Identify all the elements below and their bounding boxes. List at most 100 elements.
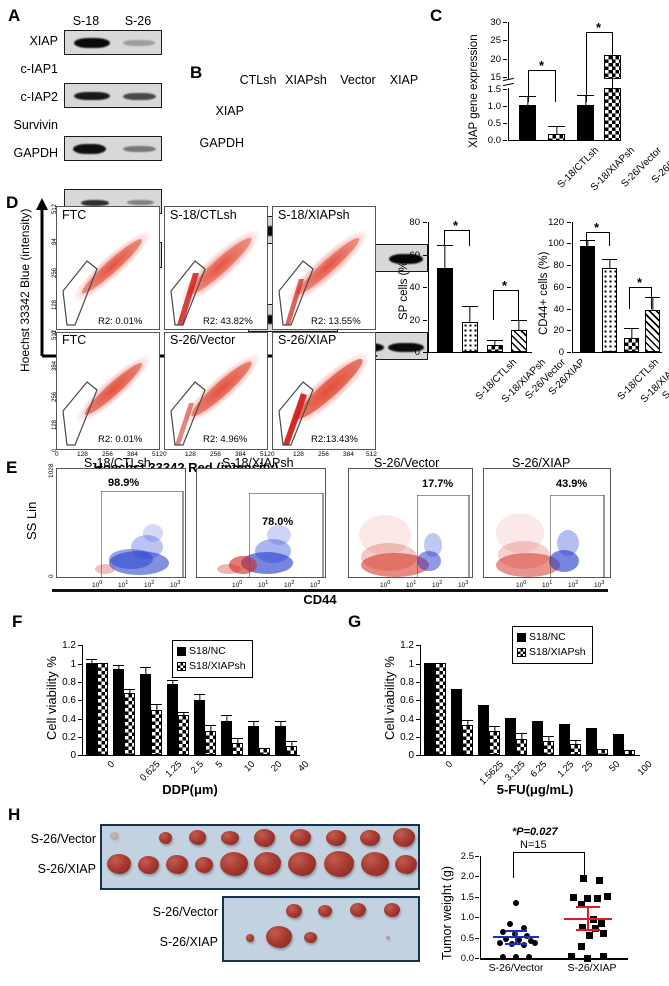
tumor [110, 832, 119, 840]
panelA-row-label-survivin: Survivin [13, 118, 58, 132]
panelD-flow-stat-0: R2: 0.01% [98, 316, 143, 327]
panelE-xtick: 102 [568, 580, 579, 590]
panelB-row-label-gapdh: GAPDH [199, 136, 244, 150]
panelD-flow-5 [272, 332, 376, 450]
panelF-bar-sh-1 [124, 693, 135, 755]
panelD-sp-tick [423, 287, 427, 288]
panelC-yaxis-lower [508, 88, 510, 141]
panelD-sp-err-1 [462, 306, 478, 324]
panelH-tick [475, 917, 479, 918]
panelH-plate-top-label-0: S-26/Vector [30, 832, 96, 846]
panelG-err [489, 726, 500, 734]
panelD-cd44-bar-1 [602, 268, 617, 352]
panelD-sp-ytick-2: 40 [409, 282, 420, 293]
panelG-bar-nc-5 [559, 724, 570, 755]
tumor [254, 852, 281, 875]
panelF-xlabel: DDP(μm) [162, 782, 218, 797]
panelF-tick [78, 737, 82, 738]
panelH-ytick-1: 0.5 [460, 933, 474, 944]
scatter-point [580, 875, 587, 882]
tumor [350, 903, 366, 917]
scatter-point [596, 877, 603, 884]
panelG-xtick-0: 0 [443, 759, 456, 771]
panel-letter-e: E [6, 458, 18, 477]
scatter-point [513, 954, 519, 960]
panelF-bar-nc-0 [86, 663, 97, 755]
panelF-bar-nc-5 [221, 721, 232, 755]
panelE-xtick: 100 [232, 580, 243, 590]
panelD-flow-4 [164, 332, 268, 450]
panelH-sem-vector [515, 930, 518, 944]
panelD-cd44-ytick-2: 40 [553, 304, 564, 315]
panelF-xtick-7: 40 [296, 759, 312, 775]
panelD-sp-tick [423, 352, 427, 353]
panelA-row-label-xiap: XIAP [29, 34, 59, 48]
panelF-bar-nc-4 [194, 700, 205, 755]
panelE-xtick: 103 [310, 580, 321, 590]
panelD-xtick: 256 [210, 451, 221, 458]
panelG-bar-nc-3 [505, 718, 516, 755]
panelG-bar-sh-6 [597, 749, 608, 755]
band [123, 40, 155, 46]
panelF-ytick-3: 0.6 [62, 695, 76, 706]
panelC-err-2 [577, 95, 594, 107]
panelD-cd44-xaxis [572, 352, 662, 354]
legend-swatch-solid-icon [177, 647, 186, 657]
panelG-legend-row-0: S18/NC [517, 630, 586, 645]
scatter-point [584, 895, 591, 902]
panelF-err [221, 715, 232, 723]
tumor [326, 830, 346, 846]
panelD-gate-0 [62, 260, 98, 326]
panelD-flow-2 [272, 206, 376, 330]
panelG-xlabel: 5-FU(μg/mL) [496, 782, 574, 797]
panelE-flow-title-2: S-26/Vector [374, 456, 440, 470]
panelD-cd44-star-2: * [637, 275, 643, 290]
panelG-bar-nc-1 [451, 689, 462, 755]
panelF-xtick-5: 10 [242, 759, 258, 775]
panelG-bar-nc-7 [613, 734, 624, 755]
scatter-point [586, 932, 593, 939]
tumor [304, 932, 317, 943]
panelA-lane-header-0: S-18 [72, 14, 100, 28]
panelC-tick [503, 40, 507, 41]
scatter-point [578, 901, 585, 908]
panelD-xtick: 384 [235, 451, 246, 458]
panelD-cd44-err-2 [624, 328, 639, 340]
panelG-ytick-2: 0.4 [400, 714, 414, 725]
panelC-sig-bracket-2 [586, 32, 613, 102]
panelF-xaxis [82, 755, 300, 757]
panelD-flow-title-3: FTC [62, 333, 87, 347]
panelG-xtick-7: 100 [635, 759, 655, 778]
panelG-xtick-4: 1.25 [555, 759, 577, 780]
scatter-point [604, 893, 611, 900]
panelF-bar-sh-4 [205, 731, 216, 755]
panelF-err [151, 704, 162, 712]
panelG-tick [416, 645, 420, 646]
panelG-legend-label-0: S18/NC [529, 631, 566, 643]
panelF-bar-sh-6 [259, 748, 270, 755]
panelF-legend-row-1: S18/XIAPsh [177, 659, 246, 674]
panelE-flow-3 [483, 468, 611, 578]
panelE-gate-pct-1: 78.0% [262, 516, 294, 528]
panelG-ytick-4: 0.8 [400, 677, 414, 688]
panelG-xtick-5: 25 [580, 759, 596, 775]
panelD-sp-err-3 [511, 320, 527, 332]
panelH-tick [475, 958, 479, 959]
panelD-sp-ytick-4: 80 [409, 217, 420, 228]
panelH-sem-cap-vector-top [505, 930, 527, 932]
tumor [386, 936, 390, 940]
panelD-flow-stat-5: R2:13.43% [311, 434, 359, 445]
panelD-xtick: 128 [77, 451, 88, 458]
panelF-ytick-2: 0.4 [62, 714, 76, 725]
panelG-bar-sh-1 [462, 725, 473, 755]
panelD-gate-2 [278, 260, 314, 326]
panelD-xtick: 384 [343, 451, 354, 458]
panelE-xtick: 103 [458, 580, 469, 590]
panelC-err-0 [519, 96, 536, 108]
panelD-sp-tick [423, 255, 427, 256]
panelG-tick [416, 664, 420, 665]
panelF-bar-sh-0 [97, 663, 108, 755]
panelD-xtick: 0 [163, 451, 167, 458]
panelF-err [194, 694, 205, 702]
panelF-err [232, 738, 243, 745]
